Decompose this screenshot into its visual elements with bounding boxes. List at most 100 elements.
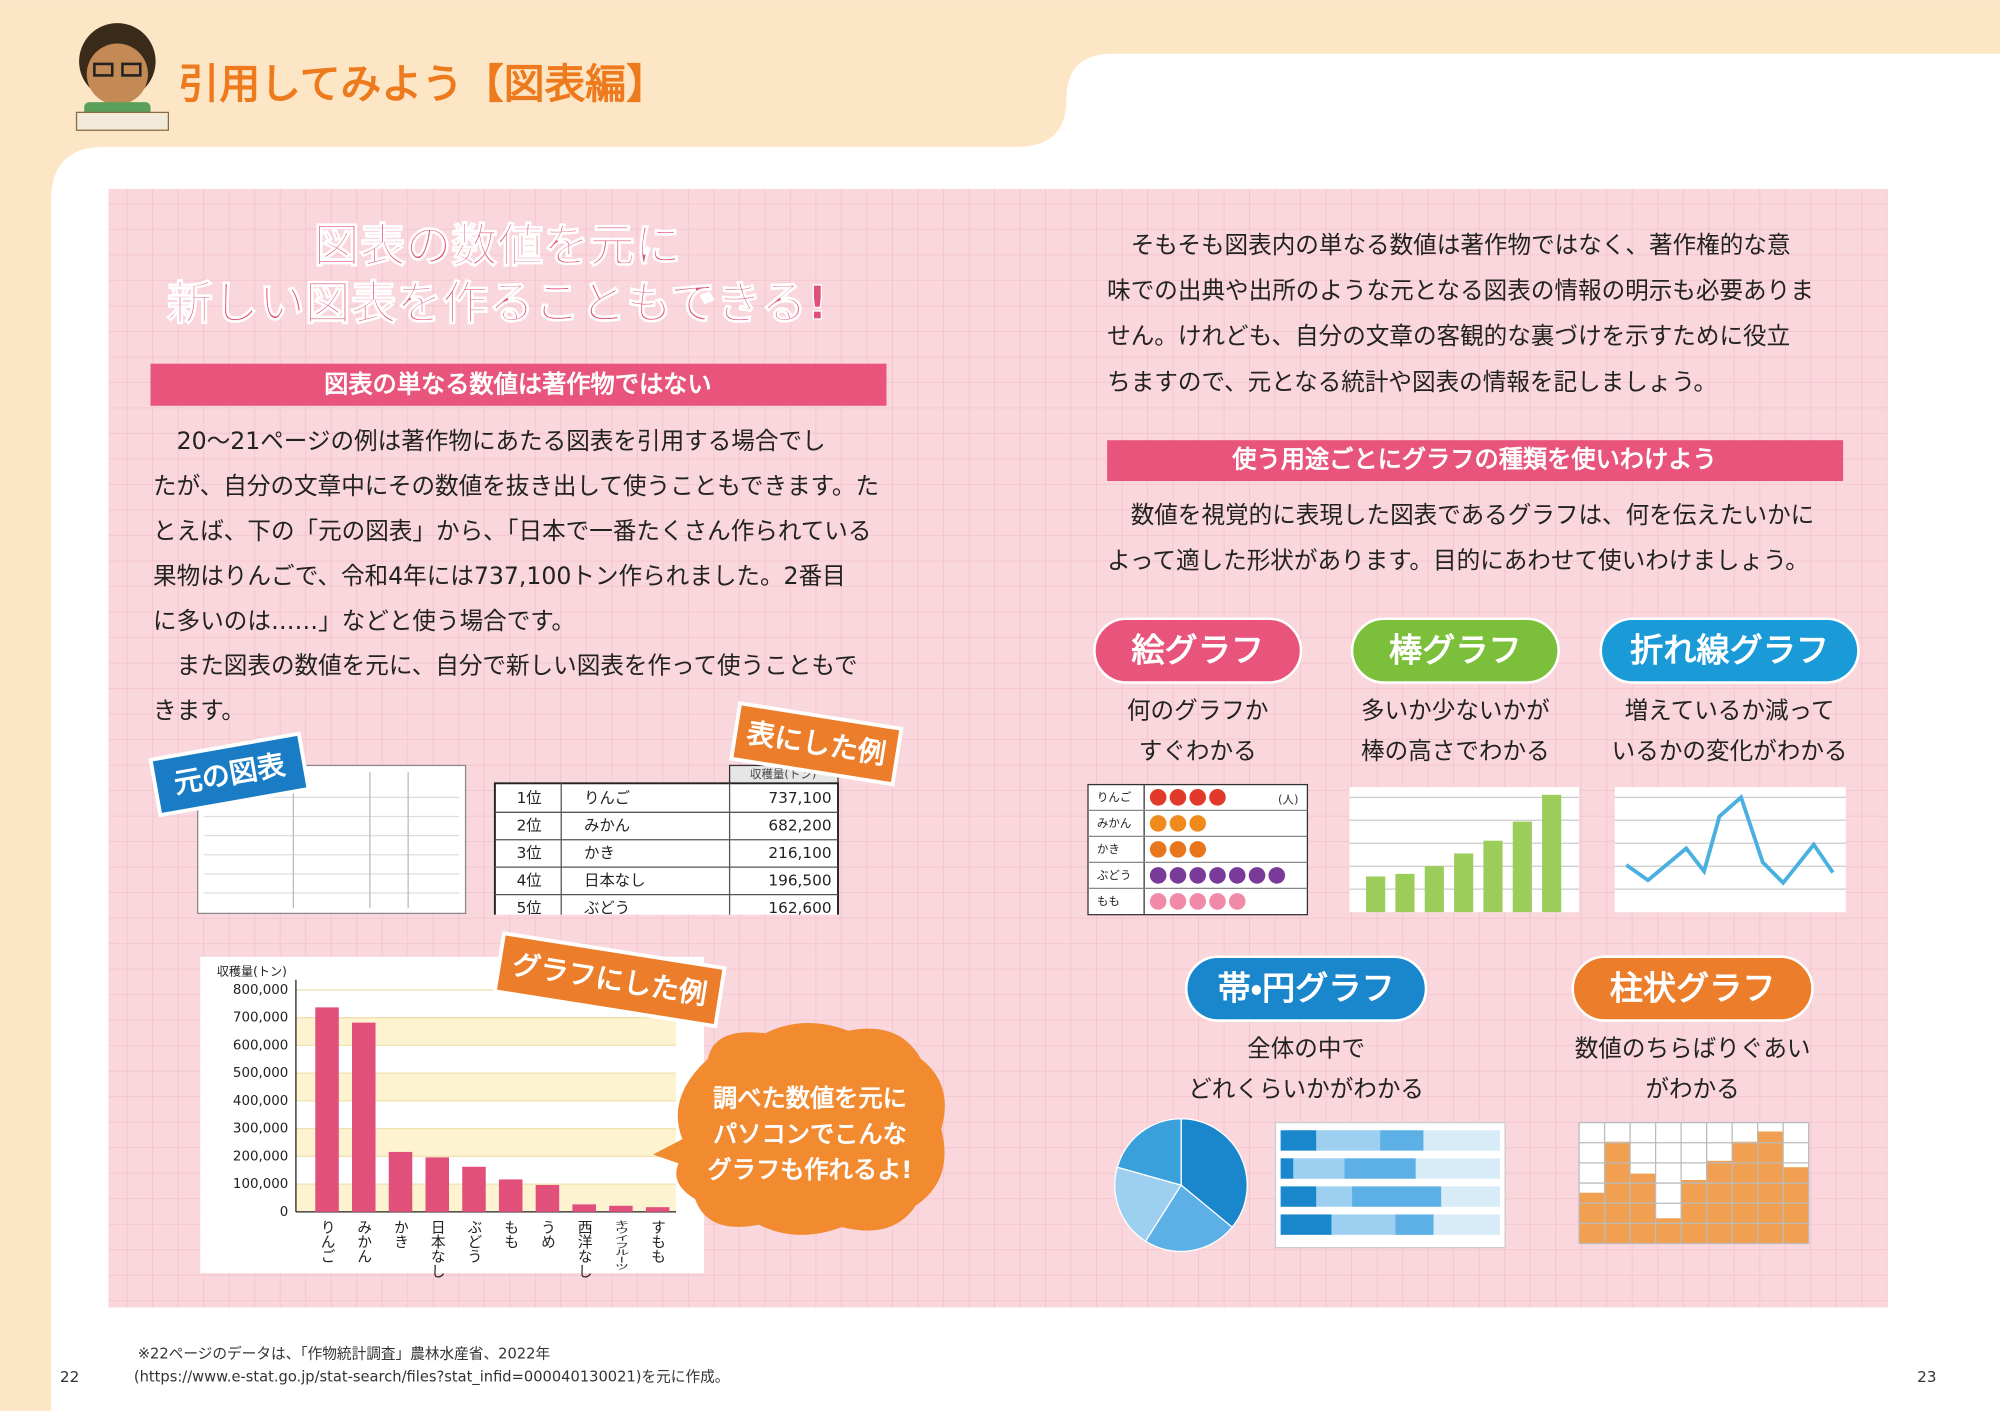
y-tick-label: 100,000 — [233, 1177, 288, 1192]
icon-column — [1706, 1160, 1733, 1244]
icon-line — [1625, 793, 1835, 886]
icon-bar — [1454, 853, 1474, 913]
table-cell: 2位 — [517, 817, 542, 835]
pictogram-label: ぶどう — [1097, 868, 1131, 882]
page-number: 23 — [1917, 1368, 1936, 1386]
footnote: (https://www.e-stat.go.jp/stat-search/fi… — [134, 1369, 730, 1386]
paragraph-line: たが、自分の文章中にその数値を抜き出して使うこともできます。た — [153, 472, 879, 500]
graph-type-description: 増えているか減って — [1625, 696, 1835, 724]
bar — [572, 1204, 596, 1212]
pictogram-icon — [1189, 841, 1206, 858]
pictogram-icon — [1169, 841, 1187, 858]
subheading-bar — [150, 363, 887, 406]
x-tick-label: かき — [392, 1219, 409, 1249]
table-cell: 682,200 — [768, 817, 831, 835]
icon-pie — [1114, 1166, 1183, 1243]
x-tick-label: すもも — [649, 1220, 666, 1264]
y-tick-label: 0 — [280, 1205, 289, 1220]
paragraph-line: 20～21ページの例は著作物にあたる図表を引用する場合でし — [153, 427, 826, 455]
icon-bar — [1366, 876, 1386, 913]
icon-pie — [1180, 1118, 1248, 1229]
x-tick-label: うめ — [539, 1220, 556, 1250]
icon-band — [1423, 1130, 1500, 1151]
table-cell: かき — [584, 844, 615, 862]
paragraph-line: 味での出典や出所のような元となる図表の情報の明示も必要ありま — [1107, 276, 1814, 304]
paragraph-line: きます。 — [153, 697, 245, 725]
bubble-text: パソコンでこんな — [713, 1120, 907, 1148]
icon-band — [1380, 1130, 1424, 1151]
graph-tag-box — [492, 931, 727, 1029]
pictogram-icon — [1169, 789, 1187, 806]
y-tick-label: 800,000 — [233, 983, 288, 998]
subheading-bar — [1107, 440, 1844, 482]
bubble-text: グラフも作れるよ! — [708, 1156, 913, 1184]
table-tag-box — [729, 701, 904, 787]
paragraph-line: よって適した形状があります。目的にあわせて使いわけましょう。 — [1107, 547, 1809, 575]
table-cell: 196,500 — [768, 871, 831, 889]
graph-type-description: 何のグラフか — [1127, 696, 1268, 724]
y-tick-label: 400,000 — [233, 1094, 288, 1109]
pictogram-icon — [1189, 893, 1206, 910]
y-axis-label: 収穫量(トン) — [217, 965, 287, 979]
icon-bar — [1483, 840, 1503, 913]
pictogram-icon — [1149, 789, 1167, 806]
table-cell: 737,100 — [768, 789, 831, 807]
pictogram-label: かき — [1097, 842, 1120, 856]
subheading: 図表の単なる数値は著作物ではない — [324, 370, 712, 398]
headline: 新しい図表を作ることもできる! — [167, 276, 828, 330]
table-cell: 日本なし — [584, 871, 645, 889]
y-tick-label: 500,000 — [233, 1066, 288, 1081]
graph-type-pill — [1571, 955, 1814, 1022]
icon-band — [1293, 1158, 1345, 1179]
graph-type-description: 多いか少ないかが — [1361, 696, 1550, 724]
paragraph-line: 果物はりんごで、令和4年には737,100トン作られました。2番目 — [153, 562, 846, 590]
bubble-text: 調べた数値を元に — [713, 1085, 907, 1113]
icon-pie — [1144, 1184, 1234, 1253]
graph-type-description: 棒の高さでわかる — [1361, 737, 1550, 765]
graph-type-description: 全体の中で — [1247, 1034, 1365, 1062]
icon-band — [1331, 1214, 1396, 1235]
icon-band — [1280, 1130, 1317, 1151]
icon-band — [1280, 1214, 1332, 1235]
table-cell: 162,600 — [768, 899, 831, 917]
paragraph-line: 数値を視覚的に表現した図表であるグラフは、何を伝えたいかに — [1107, 501, 1814, 529]
pictogram-icon — [1149, 893, 1167, 910]
original-tag: 元の図表 — [148, 731, 311, 818]
x-tick-label: りんご — [319, 1220, 336, 1264]
x-tick-label: もも — [502, 1220, 519, 1250]
icon-band — [1395, 1214, 1434, 1235]
pictogram-label: りんご — [1097, 790, 1132, 804]
pictogram-icon — [1209, 893, 1226, 910]
paragraph-line: そもそも図表内の単なる数値は著作物ではなく、著作権的な意 — [1107, 231, 1790, 259]
graph-type-label: 棒グラフ — [1389, 630, 1522, 669]
paragraph-line: ちますので、元となる統計や図表の情報を記しましょう。 — [1107, 368, 1717, 396]
paragraph-line: とえば、下の「元の図表」から、「日本で一番たくさん作られている — [153, 517, 871, 545]
bar — [352, 1022, 376, 1212]
icon-column — [1655, 1218, 1682, 1244]
footnote: ※22ページのデータは、「作物統計調査」農林水産省、2022年 — [138, 1345, 550, 1363]
graph-type-label: 帯・円グラフ — [1218, 968, 1395, 1007]
icon-column — [1630, 1173, 1656, 1244]
pictogram-icon — [1189, 867, 1206, 884]
graph-type-pill — [1599, 617, 1860, 684]
y-tick-label: 700,000 — [233, 1011, 288, 1026]
table-cell: 3位 — [517, 844, 542, 862]
icon-band — [1433, 1214, 1500, 1235]
pictogram-icon — [1169, 815, 1187, 832]
pictogram-icon — [1149, 867, 1167, 884]
icon-band — [1352, 1186, 1442, 1207]
pictogram-icon — [1169, 867, 1187, 884]
graph-type-label: 柱状グラフ — [1610, 968, 1776, 1007]
x-tick-label: キウイフルーツ — [612, 1220, 629, 1271]
table-cell: 5位 — [517, 899, 542, 917]
icon-bar — [1424, 866, 1444, 913]
headline: 図表の数値を元に — [314, 218, 681, 272]
icon-column — [1732, 1141, 1758, 1244]
icon-column — [1604, 1141, 1631, 1244]
graph-type-description: すぐわかる — [1139, 737, 1257, 765]
icon-column — [1681, 1179, 1707, 1244]
